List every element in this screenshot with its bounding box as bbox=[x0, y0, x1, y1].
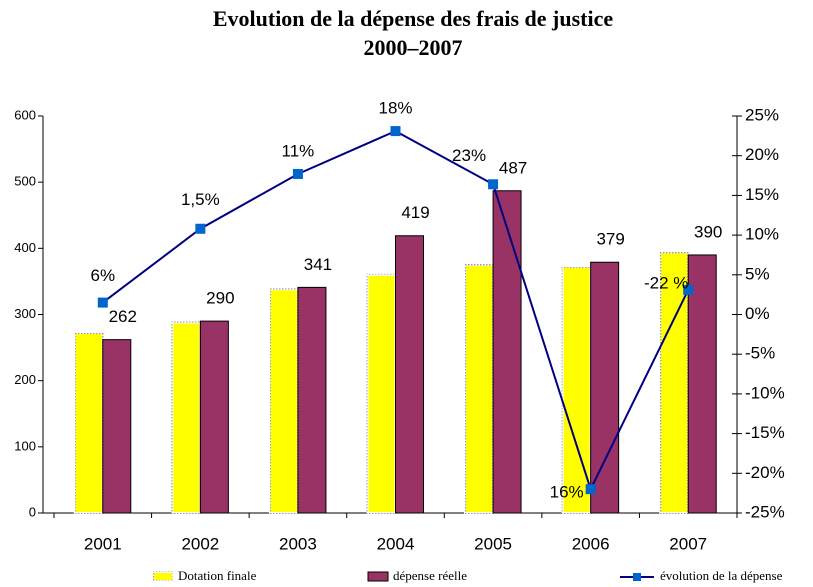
legend-label: Dotation finale bbox=[178, 568, 257, 583]
y2-tick-label: -5% bbox=[745, 344, 775, 363]
line-marker bbox=[390, 126, 401, 137]
data-label: 487 bbox=[499, 158, 527, 177]
data-label: 419 bbox=[401, 203, 429, 222]
y-tick-label: 200 bbox=[14, 372, 36, 387]
y-tick-label: 400 bbox=[14, 240, 36, 255]
bar bbox=[464, 263, 495, 514]
annotation: 11% bbox=[282, 141, 315, 160]
x-tick-label: 2007 bbox=[669, 534, 707, 553]
chart-subtitle: 2000–2007 bbox=[364, 35, 463, 60]
annotation: 6% bbox=[90, 266, 115, 285]
legend-label: évolution de la dépense bbox=[660, 568, 783, 583]
y2-tick-label: 0% bbox=[745, 304, 770, 323]
bar bbox=[590, 261, 620, 514]
annotation: 23% bbox=[452, 146, 486, 165]
annotation: -22 % bbox=[644, 273, 688, 292]
y2-tick-label: 5% bbox=[745, 264, 770, 283]
x-tick-label: 2003 bbox=[279, 534, 317, 553]
y2-tick-label: -25% bbox=[745, 502, 785, 521]
x-tick-label: 2006 bbox=[572, 534, 610, 553]
legend-swatch bbox=[367, 571, 389, 582]
bar bbox=[687, 254, 717, 514]
y2-tick-label: -15% bbox=[745, 423, 785, 442]
chart-title: Evolution de la dépense des frais de jus… bbox=[213, 6, 614, 31]
data-label: 341 bbox=[304, 255, 332, 274]
y2-tick-label: 25% bbox=[745, 105, 779, 124]
y-tick-label: 100 bbox=[14, 438, 36, 453]
y-tick-label: 600 bbox=[14, 107, 36, 122]
bar bbox=[73, 332, 104, 514]
bar bbox=[199, 320, 229, 514]
bar bbox=[297, 286, 327, 514]
y2-tick-label: -10% bbox=[745, 383, 785, 402]
line-marker bbox=[488, 179, 499, 190]
bar bbox=[366, 273, 397, 514]
y2-tick-label: 15% bbox=[745, 185, 779, 204]
data-label: 390 bbox=[694, 222, 722, 241]
legend-swatch bbox=[152, 571, 174, 582]
data-label: 379 bbox=[596, 230, 624, 249]
x-tick-label: 2002 bbox=[181, 534, 219, 553]
bar bbox=[268, 288, 299, 514]
y2-tick-label: 10% bbox=[745, 225, 779, 244]
y-tick-label: 0 bbox=[29, 504, 36, 519]
annotation: 16% bbox=[550, 483, 584, 502]
bar bbox=[395, 235, 424, 514]
x-tick-label: 2005 bbox=[474, 534, 512, 553]
y-tick-label: 300 bbox=[14, 306, 36, 321]
data-label: 262 bbox=[109, 307, 137, 326]
bar bbox=[492, 190, 522, 514]
line-marker bbox=[292, 168, 303, 179]
legend-marker bbox=[633, 573, 641, 581]
line-marker bbox=[195, 223, 206, 234]
y-tick-label: 500 bbox=[14, 174, 36, 189]
y2-tick-label: 20% bbox=[745, 145, 779, 164]
line-marker bbox=[97, 297, 108, 308]
line-marker bbox=[683, 284, 694, 295]
bar bbox=[659, 251, 690, 514]
legend-label: dépense réelle bbox=[393, 568, 467, 583]
line-marker bbox=[585, 484, 596, 495]
data-label: 290 bbox=[206, 289, 234, 308]
bar bbox=[171, 321, 202, 514]
y2-tick-label: -20% bbox=[745, 463, 785, 482]
x-tick-label: 2004 bbox=[377, 534, 415, 553]
annotation: 1,5% bbox=[181, 190, 220, 209]
bar bbox=[102, 339, 132, 514]
annotation: 18% bbox=[378, 99, 412, 118]
x-tick-label: 2001 bbox=[84, 534, 122, 553]
